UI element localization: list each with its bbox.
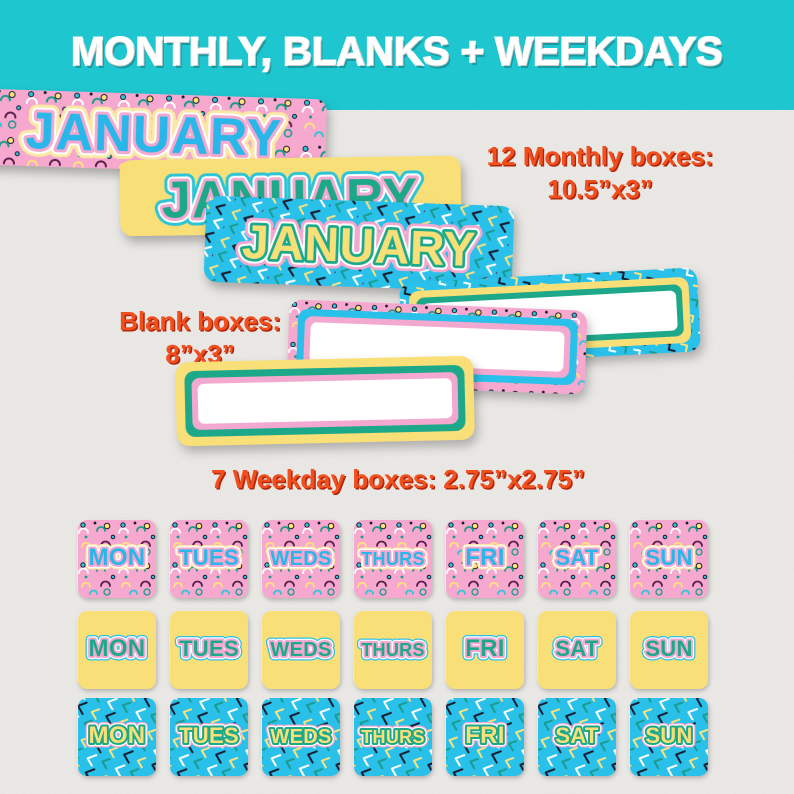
svg-text:SAT: SAT: [555, 636, 599, 661]
svg-text:THURS: THURS: [361, 727, 425, 747]
svg-text:FRI: FRI: [465, 544, 505, 571]
svg-text:FRI: FRI: [465, 635, 505, 662]
svg-text:THURS: THURS: [361, 549, 425, 569]
svg-text:WEDS: WEDS: [270, 639, 331, 661]
svg-text:WEDS: WEDS: [270, 726, 331, 748]
svg-text:SUN: SUN: [645, 545, 692, 570]
svg-text:MON: MON: [89, 722, 146, 749]
svg-text:TUES: TUES: [179, 723, 239, 748]
svg-text:TUES: TUES: [179, 545, 239, 570]
svg-text:SAT: SAT: [555, 545, 599, 570]
svg-text:MON: MON: [89, 544, 146, 571]
svg-text:TUES: TUES: [179, 636, 239, 661]
svg-text:JANUARY: JANUARY: [241, 216, 476, 277]
svg-text:SAT: SAT: [555, 723, 599, 748]
svg-text:THURS: THURS: [361, 640, 425, 660]
svg-text:MON: MON: [89, 635, 146, 662]
svg-text:SUN: SUN: [645, 723, 692, 748]
svg-text:WEDS: WEDS: [270, 548, 331, 570]
svg-text:SUN: SUN: [645, 636, 692, 661]
svg-text:FRI: FRI: [465, 722, 505, 749]
